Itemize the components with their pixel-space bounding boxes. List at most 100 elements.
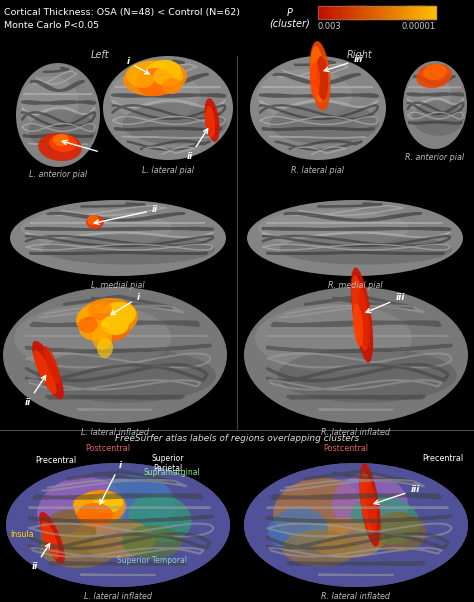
Text: R. anterior pial: R. anterior pial bbox=[405, 153, 465, 162]
Bar bbox=[376, 6, 377, 19]
Text: Left: Left bbox=[91, 50, 109, 60]
Bar bbox=[402, 6, 404, 19]
Bar bbox=[430, 6, 431, 19]
Ellipse shape bbox=[88, 301, 112, 319]
Bar bbox=[414, 6, 416, 19]
Bar bbox=[394, 6, 395, 19]
Text: L. lateral pial: L. lateral pial bbox=[142, 166, 194, 175]
Bar bbox=[425, 6, 427, 19]
Bar bbox=[332, 6, 333, 19]
Ellipse shape bbox=[21, 209, 172, 247]
Bar bbox=[390, 6, 391, 19]
Ellipse shape bbox=[257, 69, 352, 121]
Ellipse shape bbox=[97, 338, 113, 358]
Bar bbox=[415, 6, 417, 19]
Bar bbox=[417, 6, 419, 19]
Text: Monte Carlo P<0.05: Monte Carlo P<0.05 bbox=[4, 21, 99, 30]
Ellipse shape bbox=[79, 319, 111, 341]
Bar bbox=[410, 6, 412, 19]
Ellipse shape bbox=[100, 475, 176, 535]
Text: iii: iii bbox=[374, 485, 419, 504]
Bar bbox=[375, 6, 376, 19]
Bar bbox=[385, 6, 386, 19]
Bar bbox=[322, 6, 323, 19]
Bar bbox=[416, 6, 418, 19]
Ellipse shape bbox=[247, 200, 463, 276]
Bar bbox=[393, 6, 394, 19]
Bar bbox=[346, 6, 347, 19]
Ellipse shape bbox=[282, 530, 358, 566]
Ellipse shape bbox=[255, 304, 412, 372]
Ellipse shape bbox=[244, 463, 468, 587]
Ellipse shape bbox=[36, 348, 216, 403]
Bar bbox=[406, 6, 407, 19]
Bar bbox=[356, 6, 358, 19]
Text: R. medial pial: R. medial pial bbox=[328, 281, 383, 290]
Bar bbox=[325, 6, 326, 19]
Text: i: i bbox=[111, 294, 139, 315]
Text: Right: Right bbox=[347, 50, 373, 60]
Bar bbox=[324, 6, 325, 19]
Ellipse shape bbox=[16, 63, 100, 167]
Ellipse shape bbox=[73, 493, 107, 515]
Bar bbox=[331, 6, 332, 19]
Bar bbox=[422, 6, 423, 19]
Bar bbox=[401, 6, 402, 19]
Ellipse shape bbox=[279, 234, 452, 265]
Text: Precentral: Precentral bbox=[422, 454, 463, 463]
Bar bbox=[341, 6, 342, 19]
Ellipse shape bbox=[416, 64, 452, 88]
Bar bbox=[352, 6, 354, 19]
Ellipse shape bbox=[77, 503, 113, 527]
Ellipse shape bbox=[205, 106, 215, 138]
Bar bbox=[433, 6, 434, 19]
Bar bbox=[350, 6, 352, 19]
Ellipse shape bbox=[49, 134, 77, 152]
Ellipse shape bbox=[305, 518, 385, 558]
Bar bbox=[326, 6, 327, 19]
Bar bbox=[420, 6, 421, 19]
Bar bbox=[318, 6, 436, 19]
Ellipse shape bbox=[273, 478, 363, 542]
Bar bbox=[372, 6, 374, 19]
Text: Precentral: Precentral bbox=[36, 456, 77, 465]
Bar bbox=[428, 6, 429, 19]
Bar bbox=[380, 6, 381, 19]
Bar bbox=[432, 6, 433, 19]
Bar bbox=[431, 6, 432, 19]
Bar bbox=[340, 6, 341, 19]
Text: 0.003: 0.003 bbox=[318, 22, 342, 31]
Bar bbox=[354, 6, 355, 19]
Text: ii: ii bbox=[187, 129, 208, 161]
Ellipse shape bbox=[351, 275, 369, 350]
Text: i: i bbox=[127, 58, 149, 74]
Bar bbox=[378, 6, 379, 19]
Bar bbox=[411, 6, 413, 19]
Bar bbox=[424, 6, 426, 19]
Bar bbox=[337, 6, 338, 19]
Ellipse shape bbox=[78, 317, 98, 333]
Ellipse shape bbox=[42, 234, 215, 265]
Ellipse shape bbox=[162, 78, 182, 94]
Bar bbox=[379, 6, 380, 19]
Text: R. lateral inflated: R. lateral inflated bbox=[321, 592, 391, 601]
Bar bbox=[349, 6, 351, 19]
Bar bbox=[346, 6, 348, 19]
Bar bbox=[321, 6, 322, 19]
Ellipse shape bbox=[153, 66, 183, 86]
Ellipse shape bbox=[80, 313, 130, 343]
Bar bbox=[329, 6, 330, 19]
Bar bbox=[327, 6, 328, 19]
Bar bbox=[427, 6, 428, 19]
Bar bbox=[348, 6, 350, 19]
Ellipse shape bbox=[78, 298, 138, 338]
Text: FreeSurfer atlas labels of regions overlapping clusters: FreeSurfer atlas labels of regions overl… bbox=[115, 434, 359, 443]
Ellipse shape bbox=[6, 463, 230, 587]
Text: Superior
Parietal: Superior Parietal bbox=[152, 454, 184, 473]
Bar bbox=[323, 6, 324, 19]
Bar bbox=[377, 6, 378, 19]
Bar bbox=[383, 6, 384, 19]
Bar bbox=[413, 6, 415, 19]
Ellipse shape bbox=[44, 346, 60, 384]
Ellipse shape bbox=[28, 110, 96, 151]
